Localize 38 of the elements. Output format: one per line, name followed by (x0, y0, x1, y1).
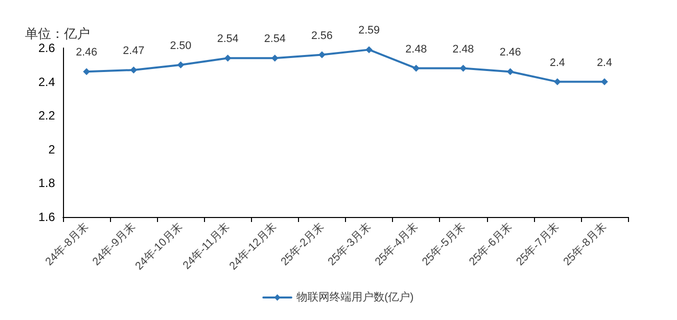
data-label: 2.59 (358, 24, 380, 37)
y-tick-label: 2.4 (38, 74, 56, 89)
point (506, 68, 514, 76)
x-tick-label: 25年-7月末 (514, 220, 562, 268)
point (366, 46, 373, 54)
y-axis-title: 单位：亿户 (25, 26, 90, 41)
data-label: 2.54 (217, 33, 239, 46)
data-label: 2.47 (122, 44, 144, 57)
point (600, 78, 608, 86)
y-tick-label: 2 (48, 142, 56, 156)
data-label: 2.46 (76, 46, 98, 59)
y-tick-label: 2.6 (38, 41, 56, 55)
x-tick-label: 25年-2月末 (278, 220, 326, 268)
data-label: 2.4 (550, 56, 566, 69)
x-tick-label: 25年-6月末 (466, 220, 515, 268)
y-tick-label: 2.2 (38, 108, 56, 123)
x-tick-label: 25年-3月末 (325, 220, 374, 268)
point (412, 64, 420, 72)
point (83, 68, 90, 76)
point (271, 54, 278, 62)
data-label: 2.48 (452, 43, 474, 56)
point (224, 54, 232, 62)
x-tick-label: 25年-8月末 (560, 220, 609, 268)
data-label: 2.54 (264, 33, 286, 46)
data-label: 2.50 (170, 40, 192, 52)
point (177, 61, 184, 68)
x-tick-label: 25年-5月末 (419, 220, 468, 268)
y-tick-label: 1.8 (38, 176, 56, 190)
data-label: 2.46 (500, 46, 522, 59)
point (318, 51, 326, 58)
point (554, 78, 561, 86)
point (130, 66, 138, 74)
data-label: 2.48 (405, 43, 427, 56)
data-label: 2.4 (596, 56, 612, 69)
point (460, 64, 467, 72)
x-tick-label: 25年-4月末 (372, 220, 420, 268)
data-label: 2.56 (311, 30, 333, 42)
legend-label: 物联网终端用户数(亿户) (296, 290, 414, 304)
